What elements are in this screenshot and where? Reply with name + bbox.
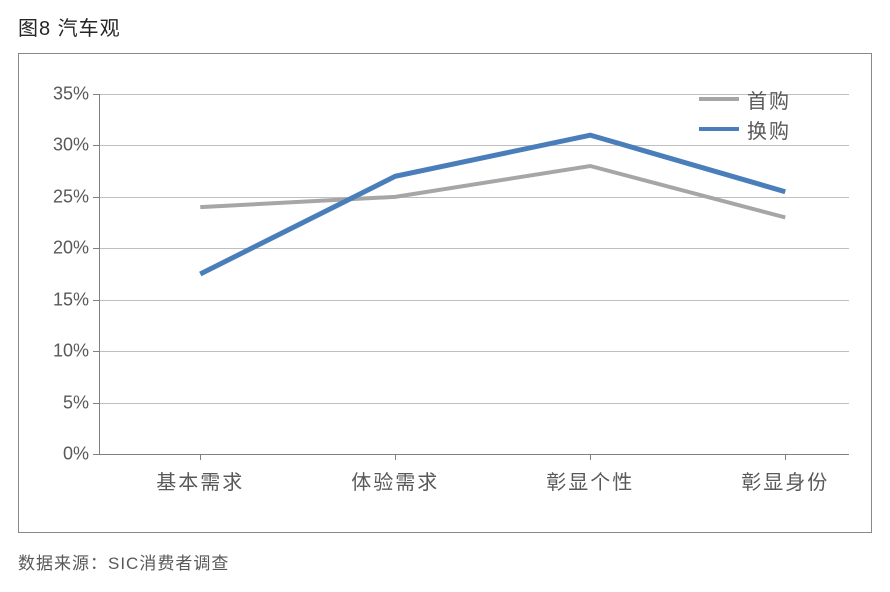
data-source: 数据来源：SIC消费者调查 (18, 549, 872, 574)
legend-label: 首购 (747, 85, 791, 114)
figure-container: 图8 汽车观 0%5%10%15%20%25%30%35%基本需求体验需求彰显个… (0, 0, 890, 592)
series-line-1 (200, 135, 785, 274)
legend-swatch (699, 127, 739, 131)
figure-title: 图8 汽车观 (18, 12, 872, 41)
legend-label: 换购 (747, 115, 791, 144)
legend-swatch (699, 97, 739, 101)
legend: 首购换购 (699, 84, 791, 144)
chart-frame: 0%5%10%15%20%25%30%35%基本需求体验需求彰显个性彰显身份首购… (18, 53, 872, 533)
legend-item: 首购 (699, 84, 791, 114)
series-line-0 (200, 166, 785, 217)
legend-item: 换购 (699, 114, 791, 144)
